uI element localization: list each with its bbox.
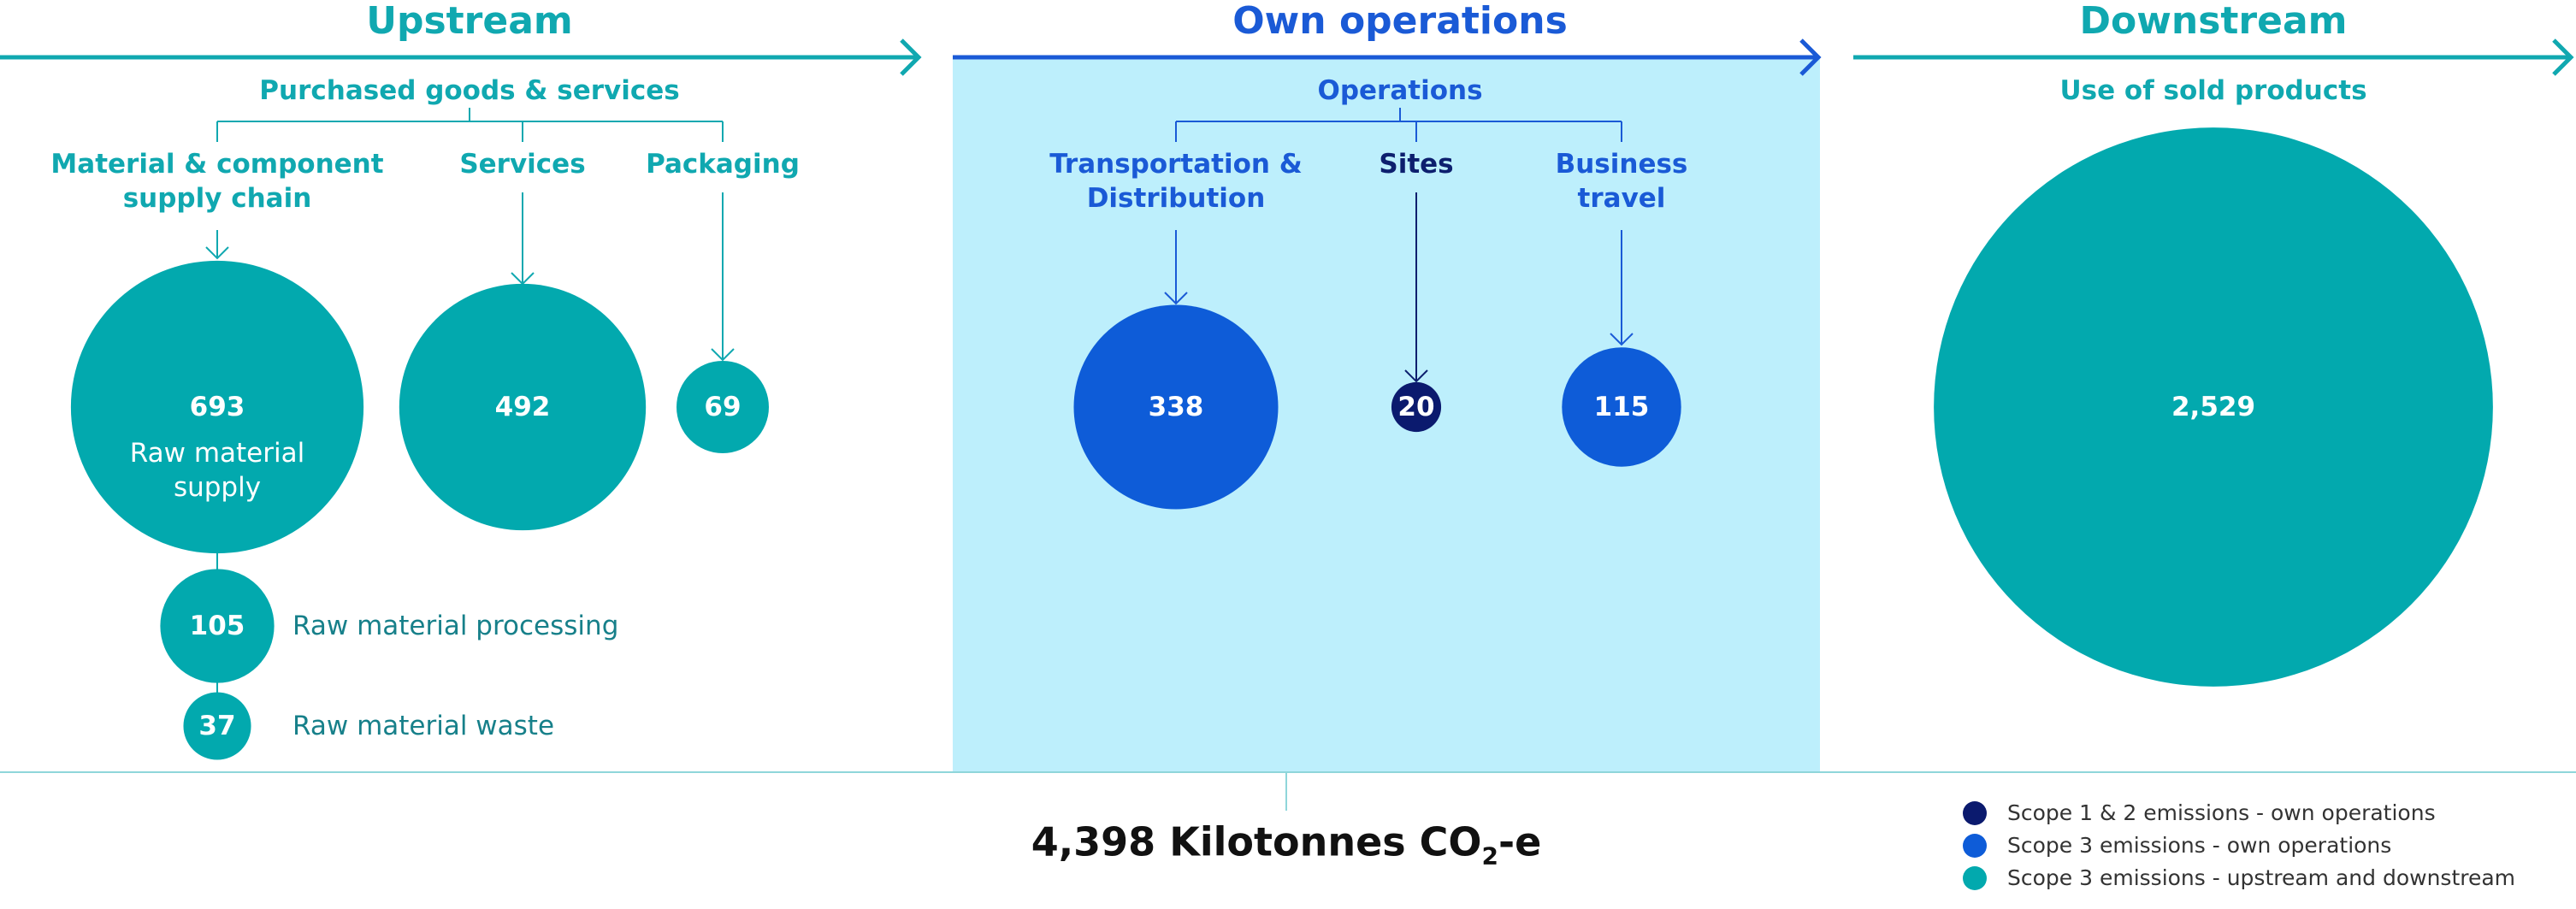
column-label: Packaging [646,149,800,180]
bubble-value: 105 [189,611,245,641]
section-title: Downstream [2079,0,2348,43]
emission-bubble [183,692,251,760]
legend-label: Scope 3 emissions - own operations [2007,833,2392,858]
bubble-value: 115 [1593,392,1650,422]
group-label: Operations [1317,75,1483,106]
legend-label: Scope 1 & 2 emissions - own operations [2007,800,2436,825]
total-suffix: -e [1498,818,1542,865]
bubble-value: 37 [198,711,236,741]
total-subscript: 2 [1481,841,1499,871]
section-arrow-head [1799,38,1822,76]
bubble-value: 492 [494,392,551,422]
emission-bubble [1391,381,1442,433]
legend-swatch [1963,801,1987,825]
section-title: Own operations [1232,0,1568,43]
emission-bubble [1934,127,2493,687]
group-label: Use of sold products [2059,75,2367,106]
bubble-value: 338 [1148,392,1204,422]
emission-bubble [1562,347,1681,467]
arrow-head [205,246,229,260]
total: 4,398 Kilotonnes CO2-e [1031,822,1542,873]
column-label: Material & component supply chain [50,149,384,214]
legend-swatch [1963,834,1987,858]
total-text: 4,398 Kilotonnes CO [1031,818,1482,865]
arrow-head [1164,292,1188,305]
bubble-value: 69 [704,392,741,422]
emission-bubble [676,361,769,453]
bubble-value: 20 [1397,392,1435,422]
emission-bubble [1073,304,1279,510]
section-arrow-head [2552,38,2574,76]
column-label: Transportation & Distribution [1049,149,1303,214]
column-label: Sites [1379,149,1454,180]
column-label: Services [459,149,586,180]
bubble-caption: Raw material supply [129,438,305,503]
group-label: Purchased goods & services [259,75,680,106]
legend-label: Scope 3 emissions - upstream and downstr… [2007,865,2516,890]
arrow-head [1404,369,1428,383]
legend-swatch [1963,866,1987,890]
bubble-value: 2,529 [2171,392,2256,422]
bubble-caption: Raw material processing [292,611,619,641]
emission-bubble [160,569,275,683]
arrow-head [711,348,735,362]
bubble-value: 693 [189,392,245,422]
bubble-caption: Raw material waste [292,711,555,741]
emission-bubble [399,283,647,531]
column-label: Business travel [1555,149,1688,214]
section-title: Upstream [366,0,573,43]
section-arrow-head [900,38,922,76]
arrow-head [1610,333,1634,346]
